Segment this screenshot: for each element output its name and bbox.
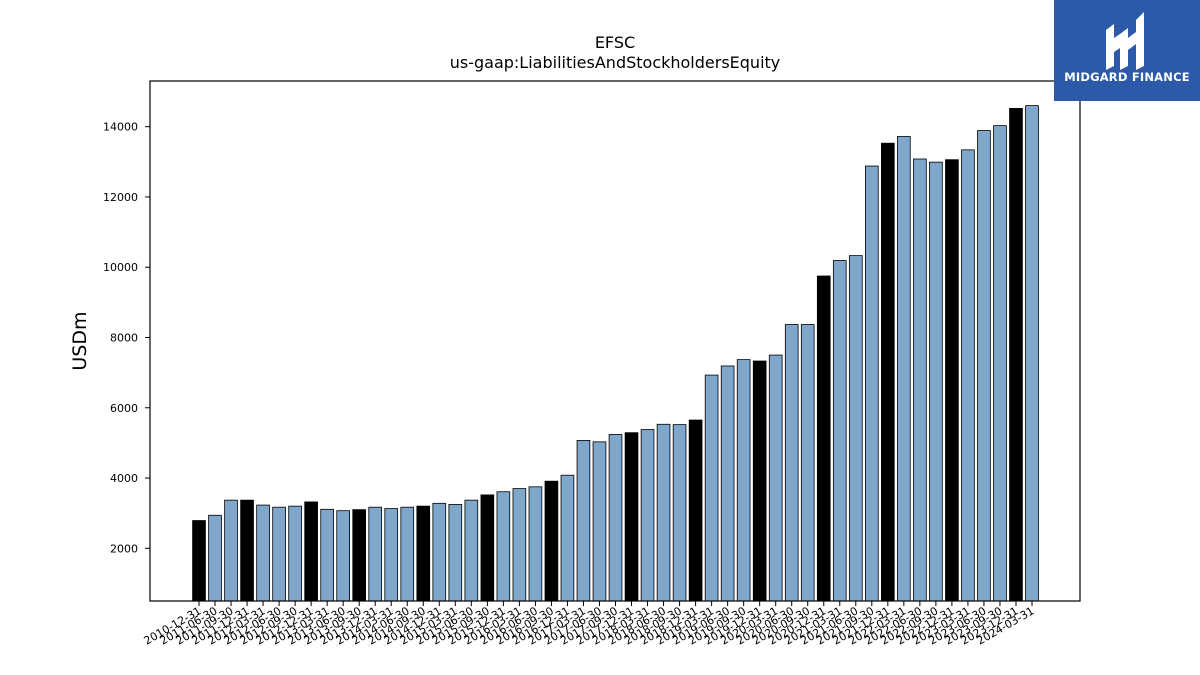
y-tick-label: 2000 [110,542,138,555]
bar-2020-06-30 [784,324,799,602]
bar-2012-12-31 [304,501,318,602]
bar-2011-12-31 [240,499,254,602]
bar-2019-12-31 [752,360,767,602]
bar-2021-12-31 [881,142,895,602]
x-axis-ticks: 2010-12-312011-06-302011-09-302011-12-31… [142,601,1037,648]
y-tick-label: 4000 [110,472,138,485]
bar-2017-09-30 [608,434,623,602]
bar-2017-06-30 [592,441,607,602]
bar-2021-03-31 [832,260,847,602]
bar-2014-03-31 [384,508,399,602]
plot-frame [149,80,1081,602]
y-tick-label: 6000 [110,402,138,415]
bar-2020-12-31 [816,275,831,602]
bar-2018-06-30 [656,423,671,602]
bar-2018-09-30 [672,424,687,602]
bar-2013-09-30 [352,509,366,602]
bar-2023-03-31 [961,149,975,602]
midgard-logo-icon [1106,12,1144,70]
bar-2012-03-31 [256,504,270,602]
bar-2016-03-31 [512,488,527,602]
bar-2013-03-31 [320,508,334,602]
y-tick-label: 12000 [103,191,138,204]
chart-subtitle: us-gaap:LiabilitiesAndStockholdersEquity [450,53,781,72]
bar-2011-06-30 [208,514,222,602]
bars-group [192,105,1039,602]
bar-2016-09-30 [544,480,559,602]
bar-2021-09-30 [865,165,879,602]
bar-2017-03-31 [576,440,591,602]
bar-2017-12-31 [624,432,639,602]
bar-2022-12-31 [945,159,959,602]
bar-2020-09-30 [800,324,815,602]
bar-2019-09-30 [736,359,751,602]
bar-2014-06-30 [400,506,415,602]
y-axis-label: USDm [69,311,91,370]
bar-2023-12-31 [1009,108,1023,602]
midgard-finance-logo: MIDGARD FINANCE [1054,0,1200,101]
bar-2019-03-31 [704,374,719,602]
bar-2016-06-30 [528,486,543,602]
bar-2014-09-30 [416,505,431,602]
bar-2023-09-30 [993,125,1007,602]
bar-2015-06-30 [464,499,479,602]
bar-2013-12-31 [368,506,383,602]
bar-2024-03-31 [1025,105,1039,602]
bar-2012-09-30 [288,505,302,602]
bar-2010-12-31 [192,520,206,602]
y-tick-label: 10000 [103,261,138,274]
bar-2020-03-31 [768,354,783,602]
bar-2011-09-30 [224,499,238,602]
bar-2019-06-30 [720,365,735,602]
bar-2022-03-31 [897,136,911,602]
bar-2015-12-31 [496,491,511,602]
y-tick-label: 14000 [103,121,138,134]
y-tick-label: 8000 [110,331,138,344]
bar-2016-12-31 [560,474,575,602]
bar-2023-06-30 [977,130,991,602]
bar-2021-06-30 [848,255,863,602]
bar-2018-12-31 [688,419,703,602]
bar-2014-12-31 [432,502,447,602]
chart-title: EFSC [595,33,635,52]
bar-2022-09-30 [929,161,943,602]
bar-2018-03-31 [640,429,655,602]
bar-2022-06-30 [913,158,927,602]
logo-text: MIDGARD FINANCE [1064,70,1190,84]
y-axis-ticks: 2000 4000 6000 8000 10000 12000 14000 [103,121,150,555]
bar-2015-03-31 [448,503,463,602]
bar-2015-09-30 [480,494,495,602]
bar-2013-06-30 [336,510,350,602]
bar-2012-06-30 [272,506,286,602]
